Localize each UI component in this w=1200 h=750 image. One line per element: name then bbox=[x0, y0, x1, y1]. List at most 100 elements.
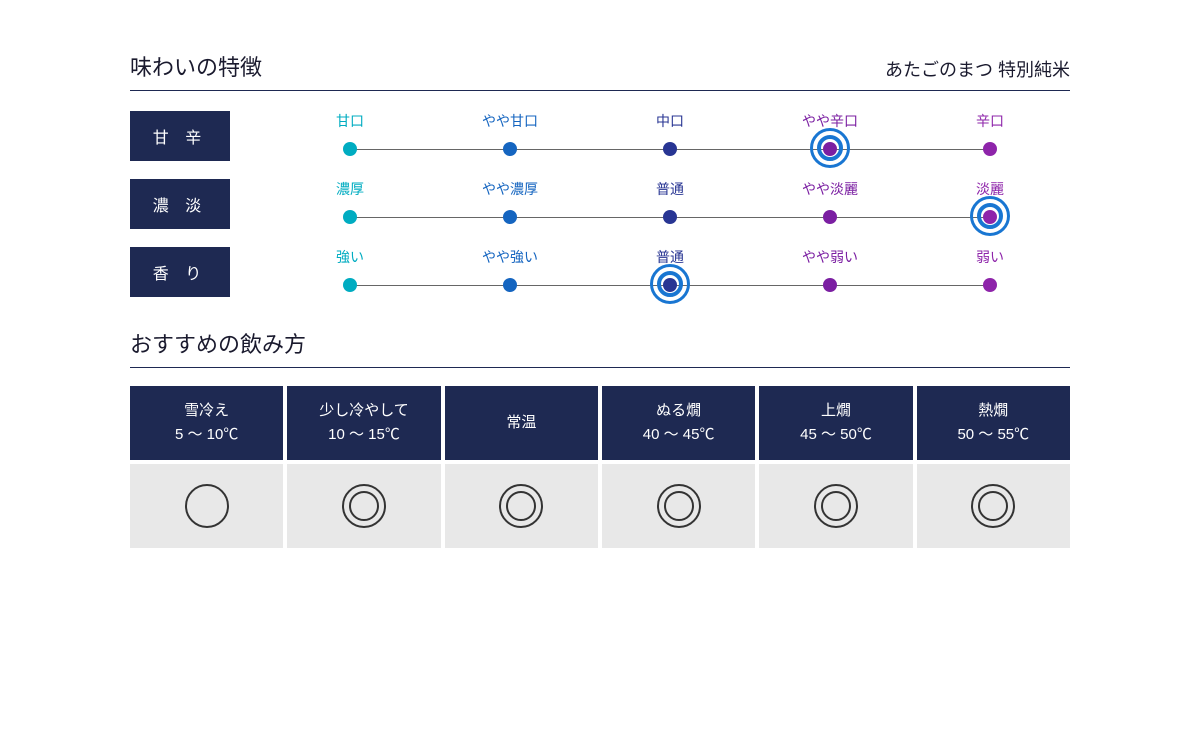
scale-dot-wrap bbox=[823, 141, 837, 155]
header-row: 味わいの特徴 あたごのまつ 特別純米 bbox=[130, 50, 1070, 91]
scale-dot bbox=[503, 278, 517, 292]
scale-dot-wrap bbox=[983, 209, 997, 223]
double-circle-inner bbox=[349, 491, 379, 521]
highlight-ring-outer bbox=[810, 128, 850, 168]
scale-point-label: やや淡麗 bbox=[802, 179, 858, 199]
temperature-column: ぬる燗40 ～ 45℃ bbox=[602, 386, 755, 548]
highlight-ring-outer bbox=[970, 196, 1010, 236]
temperature-mark-cell bbox=[917, 464, 1070, 548]
scale-dot-wrap bbox=[663, 141, 677, 155]
temperature-range: 40 ～ 45℃ bbox=[643, 423, 715, 447]
scale-point: 甘口 bbox=[270, 111, 430, 161]
temperature-name: 上燗 bbox=[821, 399, 851, 423]
scale-point-label: 普通 bbox=[656, 179, 684, 199]
double-circle-icon bbox=[657, 484, 701, 528]
scale-dot-wrap bbox=[503, 277, 517, 291]
scale-dot bbox=[983, 142, 997, 156]
scale-point-label: やや甘口 bbox=[482, 111, 538, 131]
temperature-table: 雪冷え5 ～ 10℃少し冷やして10 ～ 15℃常温ぬる燗40 ～ 45℃上燗4… bbox=[130, 386, 1070, 548]
temperature-header: 少し冷やして10 ～ 15℃ bbox=[287, 386, 440, 460]
scale-dot bbox=[663, 142, 677, 156]
double-circle-icon bbox=[499, 484, 543, 528]
double-circle-inner bbox=[978, 491, 1008, 521]
scale-point: 中口 bbox=[590, 111, 750, 161]
scale-dot bbox=[823, 278, 837, 292]
scale-track: 甘口 やや甘口 中口 やや辛口 辛口 bbox=[270, 111, 1070, 161]
scale-category-label: 甘 辛 bbox=[130, 111, 230, 161]
temperature-header: 上燗45 ～ 50℃ bbox=[759, 386, 912, 460]
scale-point: やや辛口 bbox=[750, 111, 910, 161]
scale-category-label: 濃 淡 bbox=[130, 179, 230, 229]
scale-point: 濃厚 bbox=[270, 179, 430, 229]
scale-points: 甘口 やや甘口 中口 やや辛口 辛口 bbox=[270, 111, 1070, 161]
scale-point-label: 濃厚 bbox=[336, 179, 364, 199]
scale-dot-wrap bbox=[343, 141, 357, 155]
scale-point-label: 強い bbox=[336, 247, 364, 267]
scale-dot bbox=[343, 210, 357, 224]
temperature-header: 雪冷え5 ～ 10℃ bbox=[130, 386, 283, 460]
scale-point: やや強い bbox=[430, 247, 590, 297]
scale-dot-wrap bbox=[823, 277, 837, 291]
temperature-column: 雪冷え5 ～ 10℃ bbox=[130, 386, 283, 548]
temperature-column: 少し冷やして10 ～ 15℃ bbox=[287, 386, 440, 548]
temperature-column: 上燗45 ～ 50℃ bbox=[759, 386, 912, 548]
scale-dot bbox=[503, 142, 517, 156]
single-circle-icon bbox=[185, 484, 229, 528]
scale-dot-wrap bbox=[983, 277, 997, 291]
scales-container: 甘 辛甘口やや甘口中口やや辛口辛口濃 淡濃厚やや濃厚普通やや淡麗淡麗香 り強いや… bbox=[130, 111, 1070, 297]
scale-point-label: 甘口 bbox=[336, 111, 364, 131]
double-circle-icon bbox=[342, 484, 386, 528]
scale-point-label: やや強い bbox=[482, 247, 538, 267]
scale-track: 濃厚 やや濃厚 普通 やや淡麗 淡麗 bbox=[270, 179, 1070, 229]
scale-point-label: 弱い bbox=[976, 247, 1004, 267]
scale-point: やや弱い bbox=[750, 247, 910, 297]
scale-point-label: 中口 bbox=[656, 111, 684, 131]
section-title: 味わいの特徴 bbox=[130, 50, 262, 82]
double-circle-inner bbox=[506, 491, 536, 521]
scale-point: やや濃厚 bbox=[430, 179, 590, 229]
temperature-column: 熱燗50 ～ 55℃ bbox=[917, 386, 1070, 548]
temperature-range: 5 ～ 10℃ bbox=[175, 423, 238, 447]
temperature-name: 少し冷やして bbox=[319, 399, 409, 423]
temperature-name: 熱燗 bbox=[978, 399, 1008, 423]
scale-point: やや淡麗 bbox=[750, 179, 910, 229]
scale-point: 辛口 bbox=[910, 111, 1070, 161]
scale-dot-wrap bbox=[503, 141, 517, 155]
scale-dot-wrap bbox=[343, 277, 357, 291]
temperature-range: 50 ～ 55℃ bbox=[957, 423, 1029, 447]
temperature-header: 常温 bbox=[445, 386, 598, 460]
scale-row: 甘 辛 甘口 やや甘口 中口 やや辛口 辛口 bbox=[130, 111, 1070, 161]
scale-dot bbox=[343, 278, 357, 292]
product-subtitle: あたごのまつ 特別純米 bbox=[885, 56, 1070, 82]
scale-point: 弱い bbox=[910, 247, 1070, 297]
scale-dot-wrap bbox=[503, 209, 517, 223]
scale-category-label: 香 り bbox=[130, 247, 230, 297]
scale-dot-wrap bbox=[343, 209, 357, 223]
scale-dot bbox=[663, 210, 677, 224]
double-circle-inner bbox=[664, 491, 694, 521]
highlight-ring-outer bbox=[650, 264, 690, 304]
scale-dot-wrap bbox=[983, 141, 997, 155]
scale-dot bbox=[983, 278, 997, 292]
temperature-header: ぬる燗40 ～ 45℃ bbox=[602, 386, 755, 460]
temperature-mark-cell bbox=[130, 464, 283, 548]
scale-point: 淡麗 bbox=[910, 179, 1070, 229]
scale-points: 強い やや強い 普通やや弱い 弱い bbox=[270, 247, 1070, 297]
double-circle-icon bbox=[814, 484, 858, 528]
temperature-mark-cell bbox=[759, 464, 912, 548]
scale-dot bbox=[823, 210, 837, 224]
scale-dot-wrap bbox=[663, 209, 677, 223]
scale-point: 普通 bbox=[590, 179, 750, 229]
scale-point-label: やや濃厚 bbox=[482, 179, 538, 199]
temperature-name: 雪冷え bbox=[184, 399, 229, 423]
scale-point: 強い bbox=[270, 247, 430, 297]
temperature-range: 10 ～ 15℃ bbox=[328, 423, 400, 447]
scale-point-label: 辛口 bbox=[976, 111, 1004, 131]
double-circle-inner bbox=[821, 491, 851, 521]
temperature-range: 45 ～ 50℃ bbox=[800, 423, 872, 447]
scale-dot bbox=[503, 210, 517, 224]
scale-point: 普通 bbox=[590, 247, 750, 297]
temperature-mark-cell bbox=[287, 464, 440, 548]
scale-points: 濃厚 やや濃厚 普通 やや淡麗 淡麗 bbox=[270, 179, 1070, 229]
temperature-name: 常温 bbox=[506, 411, 536, 435]
